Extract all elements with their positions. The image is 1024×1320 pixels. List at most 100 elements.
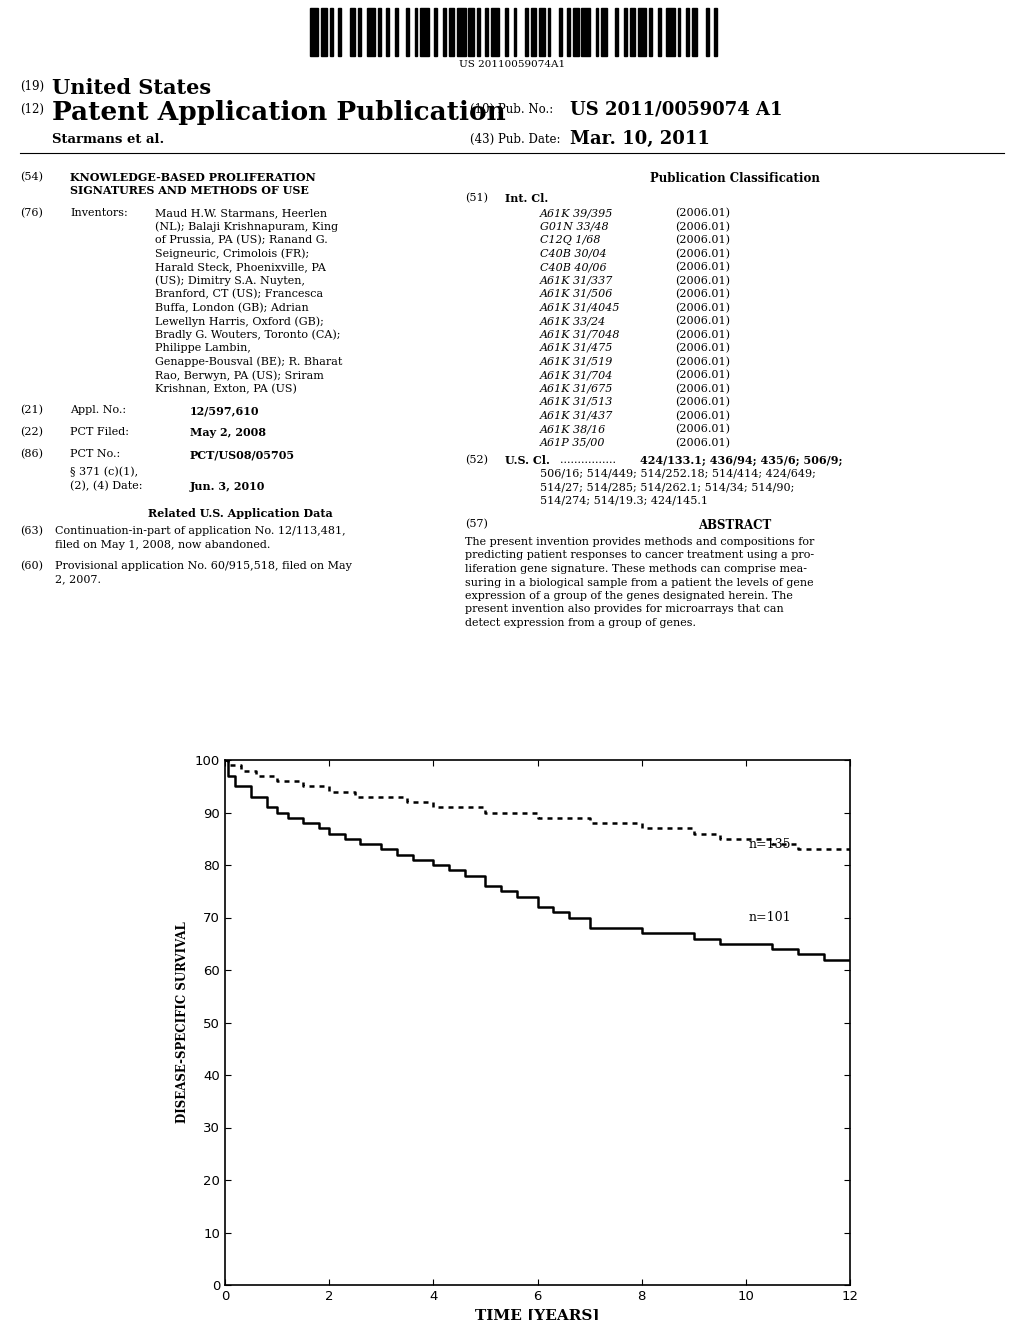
Text: A61K 31/513: A61K 31/513 — [540, 397, 613, 407]
Bar — [468, 8, 474, 55]
Text: (2006.01): (2006.01) — [675, 343, 730, 354]
Text: U.S. Cl.: U.S. Cl. — [505, 455, 550, 466]
Bar — [330, 8, 333, 55]
Text: (12): (12) — [20, 103, 44, 116]
Text: Continuation-in-part of application No. 12/113,481,: Continuation-in-part of application No. … — [55, 525, 346, 536]
Bar — [514, 8, 516, 55]
Text: filed on May 1, 2008, now abandoned.: filed on May 1, 2008, now abandoned. — [55, 540, 270, 549]
Bar — [407, 8, 409, 55]
Bar — [539, 8, 545, 55]
Text: (2006.01): (2006.01) — [675, 356, 730, 367]
Text: (19): (19) — [20, 81, 44, 92]
Text: A61K 31/675: A61K 31/675 — [540, 384, 613, 393]
Text: n=101: n=101 — [749, 911, 792, 924]
Text: United States: United States — [52, 78, 211, 98]
Text: A61K 31/704: A61K 31/704 — [540, 370, 613, 380]
Bar — [415, 8, 418, 55]
Text: (51): (51) — [465, 193, 488, 203]
Text: (2006.01): (2006.01) — [675, 397, 730, 408]
Text: (2006.01): (2006.01) — [675, 261, 730, 272]
Text: Patent Application Publication: Patent Application Publication — [52, 100, 506, 125]
Bar — [485, 8, 488, 55]
Bar — [624, 8, 627, 55]
Text: liferation gene signature. These methods can comprise mea-: liferation gene signature. These methods… — [465, 564, 807, 574]
Bar — [349, 8, 355, 55]
Text: C40B 40/06: C40B 40/06 — [540, 261, 606, 272]
Text: 514/27; 514/285; 514/262.1; 514/34; 514/90;: 514/27; 514/285; 514/262.1; 514/34; 514/… — [540, 482, 795, 492]
Bar — [525, 8, 527, 55]
Text: Inventors:: Inventors: — [70, 209, 128, 218]
Text: (63): (63) — [20, 525, 43, 536]
Bar — [706, 8, 709, 55]
Bar — [505, 8, 508, 55]
Bar — [457, 8, 466, 55]
Text: Jun. 3, 2010: Jun. 3, 2010 — [190, 480, 265, 491]
Text: A61K 31/475: A61K 31/475 — [540, 343, 613, 352]
Text: Branford, CT (US); Francesca: Branford, CT (US); Francesca — [155, 289, 324, 300]
Bar — [395, 8, 397, 55]
Text: Provisional application No. 60/915,518, filed on May: Provisional application No. 60/915,518, … — [55, 561, 352, 572]
Text: Bradly G. Wouters, Toronto (CA);: Bradly G. Wouters, Toronto (CA); — [155, 330, 341, 341]
Bar — [378, 8, 381, 55]
Text: (2006.01): (2006.01) — [675, 330, 730, 339]
Text: (2006.01): (2006.01) — [675, 248, 730, 259]
Text: A61K 38/16: A61K 38/16 — [540, 424, 606, 434]
Text: A61K 31/437: A61K 31/437 — [540, 411, 613, 421]
Text: (2006.01): (2006.01) — [675, 302, 730, 313]
Text: (2), (4) Date:: (2), (4) Date: — [70, 480, 142, 491]
Text: The present invention provides methods and compositions for: The present invention provides methods a… — [465, 537, 814, 546]
Text: A61K 31/7048: A61K 31/7048 — [540, 330, 621, 339]
Bar — [443, 8, 445, 55]
Text: Buffa, London (GB); Adrian: Buffa, London (GB); Adrian — [155, 302, 309, 313]
Bar — [686, 8, 689, 55]
Bar — [530, 8, 537, 55]
Text: ................: ................ — [560, 455, 616, 465]
Bar — [638, 8, 646, 55]
Bar — [582, 8, 590, 55]
Text: 506/16; 514/449; 514/252.18; 514/414; 424/649;: 506/16; 514/449; 514/252.18; 514/414; 42… — [540, 469, 816, 479]
Bar — [667, 8, 675, 55]
Text: Genappe-Bousval (BE); R. Bharat: Genappe-Bousval (BE); R. Bharat — [155, 356, 342, 367]
Text: (2006.01): (2006.01) — [675, 276, 730, 286]
Bar — [615, 8, 618, 55]
Bar — [649, 8, 652, 55]
Text: § 371 (c)(1),: § 371 (c)(1), — [70, 467, 138, 478]
Text: A61K 31/337: A61K 31/337 — [540, 276, 613, 285]
Text: (2006.01): (2006.01) — [675, 424, 730, 434]
Text: 2, 2007.: 2, 2007. — [55, 574, 101, 585]
Text: (21): (21) — [20, 405, 43, 416]
Y-axis label: DISEASE-SPECIFIC SURVIVAL: DISEASE-SPECIFIC SURVIVAL — [176, 921, 189, 1123]
Text: present invention also provides for microarrays that can: present invention also provides for micr… — [465, 605, 783, 615]
Text: (2006.01): (2006.01) — [675, 384, 730, 393]
Text: Publication Classification: Publication Classification — [650, 172, 820, 185]
Text: detect expression from a group of genes.: detect expression from a group of genes. — [465, 618, 696, 628]
Text: May 2, 2008: May 2, 2008 — [190, 426, 266, 438]
Text: 424/133.1; 436/94; 435/6; 506/9;: 424/133.1; 436/94; 435/6; 506/9; — [640, 455, 843, 466]
Text: n=135: n=135 — [749, 837, 791, 850]
Bar — [548, 8, 550, 55]
Text: (NL); Balaji Krishnapuram, King: (NL); Balaji Krishnapuram, King — [155, 222, 338, 232]
Text: KNOWLEDGE-BASED PROLIFERATION: KNOWLEDGE-BASED PROLIFERATION — [70, 172, 315, 183]
Text: (2006.01): (2006.01) — [675, 370, 730, 380]
Text: suring in a biological sample from a patient the levels of gene: suring in a biological sample from a pat… — [465, 578, 814, 587]
Text: Philippe Lambin,: Philippe Lambin, — [155, 343, 251, 352]
Text: Starmans et al.: Starmans et al. — [52, 133, 164, 147]
Text: (60): (60) — [20, 561, 43, 572]
Text: A61K 39/395: A61K 39/395 — [540, 209, 613, 218]
Text: C12Q 1/68: C12Q 1/68 — [540, 235, 600, 246]
Bar — [596, 8, 598, 55]
Text: (2006.01): (2006.01) — [675, 411, 730, 421]
Text: (22): (22) — [20, 426, 43, 437]
Text: A61K 31/506: A61K 31/506 — [540, 289, 613, 300]
Text: (2006.01): (2006.01) — [675, 222, 730, 232]
Text: (54): (54) — [20, 172, 43, 182]
Bar — [386, 8, 389, 55]
Text: (2006.01): (2006.01) — [675, 209, 730, 218]
Bar — [715, 8, 717, 55]
Text: A61K 31/519: A61K 31/519 — [540, 356, 613, 367]
Bar — [567, 8, 570, 55]
Text: (86): (86) — [20, 449, 43, 459]
Text: Lewellyn Harris, Oxford (GB);: Lewellyn Harris, Oxford (GB); — [155, 315, 324, 326]
Text: Seigneuric, Crimolois (FR);: Seigneuric, Crimolois (FR); — [155, 248, 309, 259]
Bar — [367, 8, 375, 55]
